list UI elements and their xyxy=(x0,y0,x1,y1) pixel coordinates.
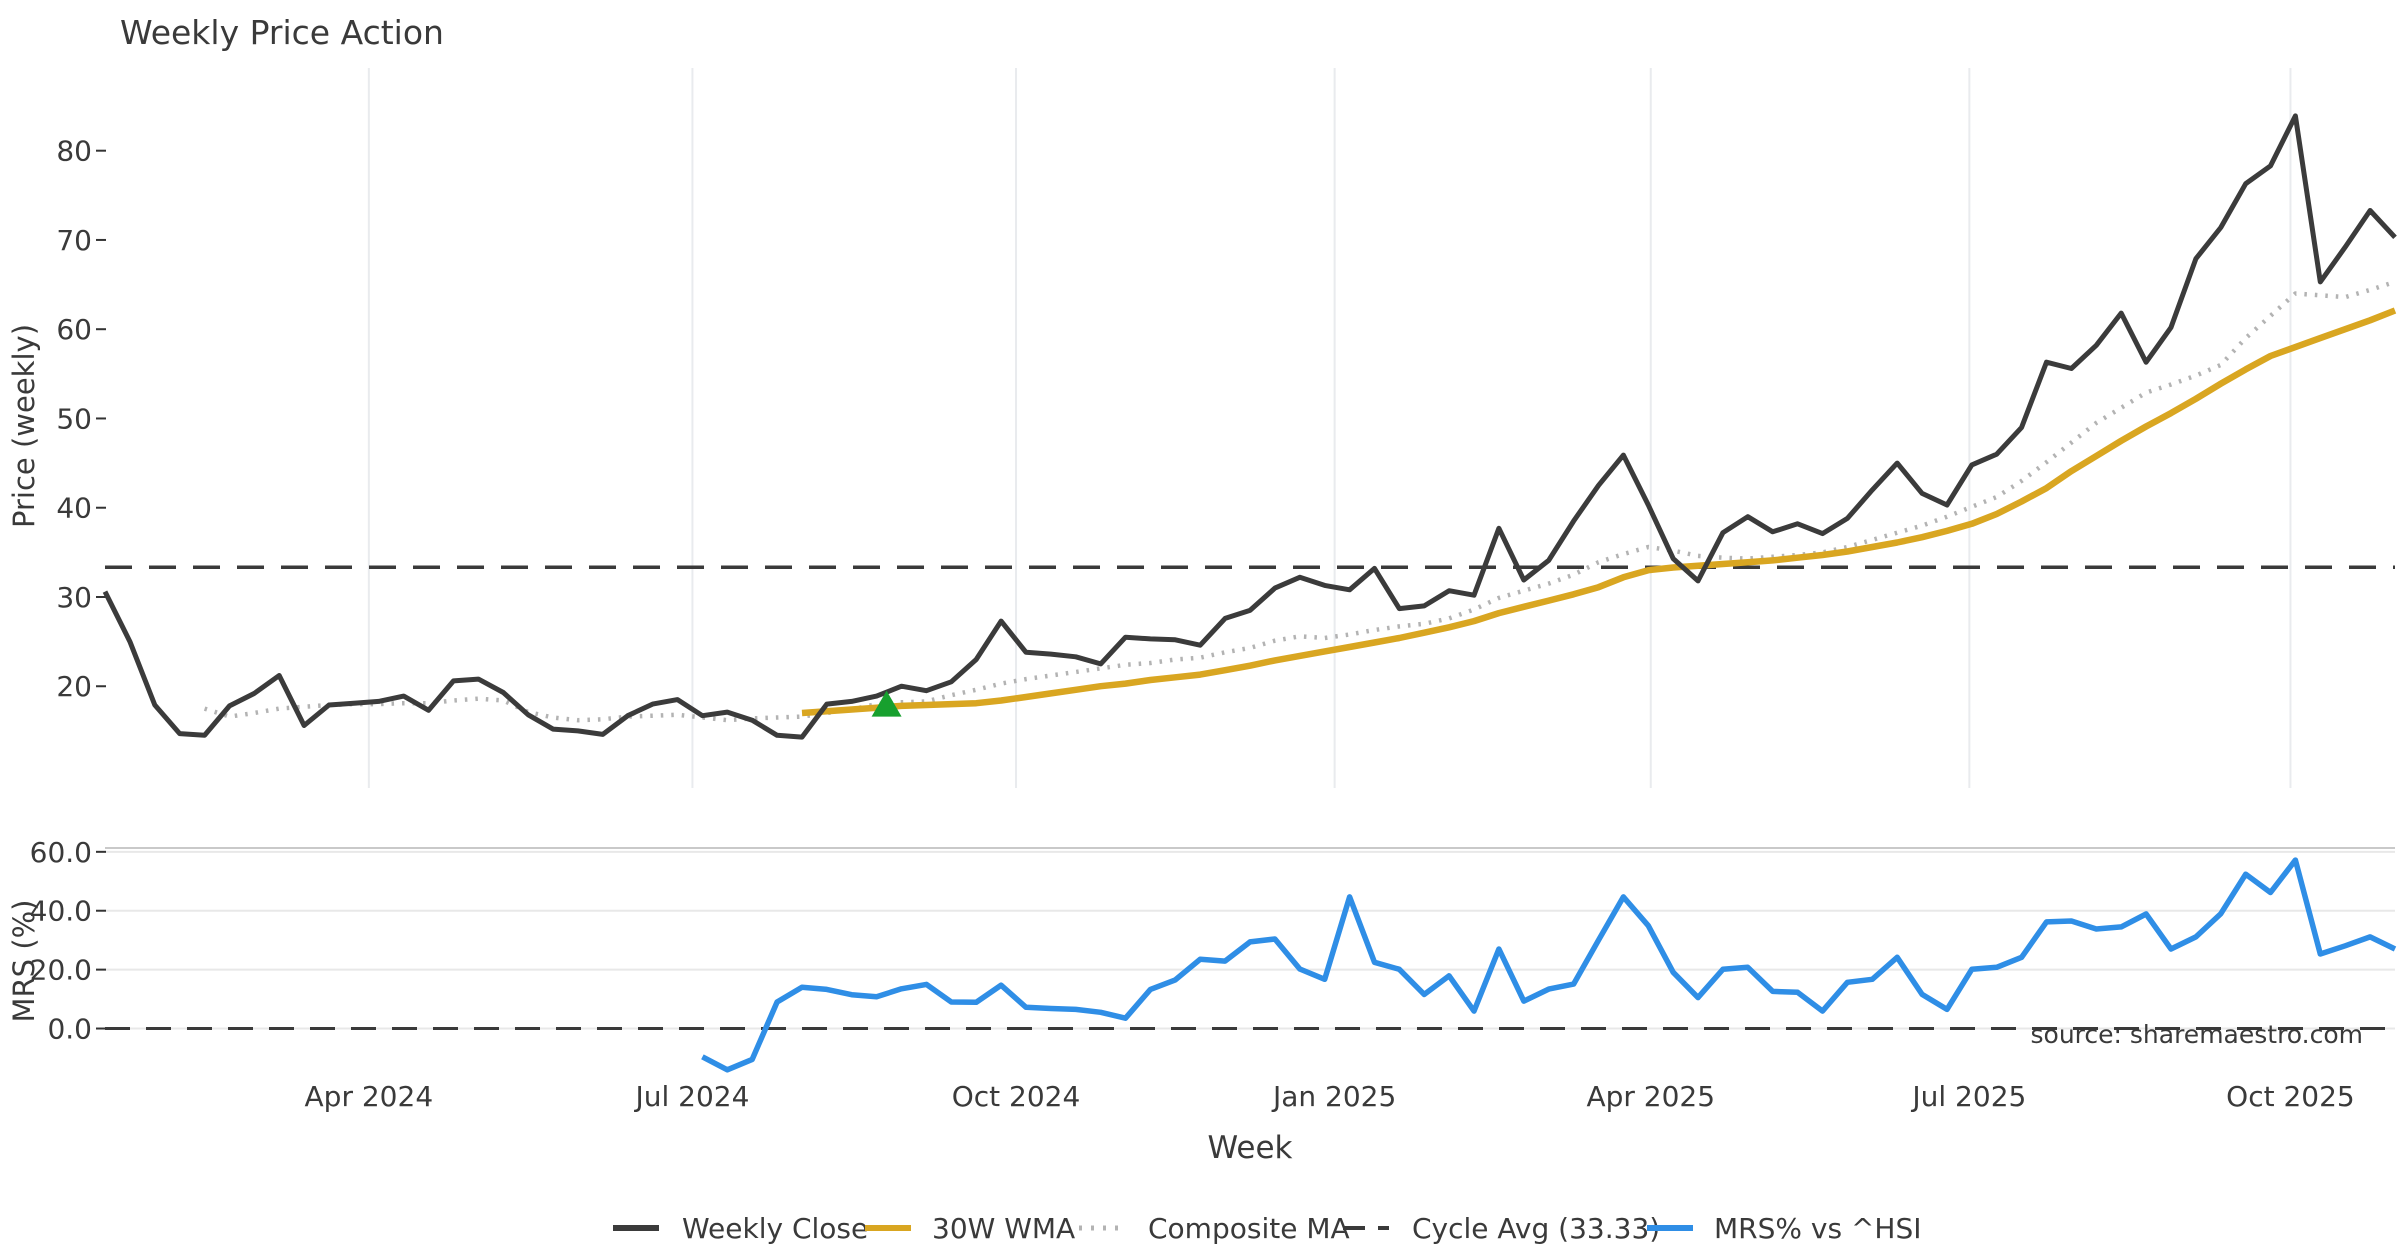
legend-label: MRS% vs ^HSI xyxy=(1714,1212,1922,1245)
legend-label: Cycle Avg (33.33) xyxy=(1412,1212,1660,1245)
x-axis-label: Week xyxy=(1208,1130,1293,1166)
legend-label: 30W WMA xyxy=(932,1212,1075,1245)
y-tick-label: 80 xyxy=(56,135,92,168)
composite-ma-line xyxy=(203,279,2396,723)
x-tick-label: Jul 2024 xyxy=(633,1080,749,1113)
weekly-close-line xyxy=(102,113,2397,740)
y-tick-label: 60 xyxy=(56,313,92,346)
chart-title: Weekly Price Action xyxy=(120,13,444,52)
x-tick-label: Oct 2024 xyxy=(952,1080,1081,1113)
x-tick-label: Apr 2024 xyxy=(305,1080,434,1113)
mrs-panel: 0.0 20.0 40.0 60.0 xyxy=(30,836,2397,1073)
x-tick-label: Oct 2025 xyxy=(2226,1080,2355,1113)
y-tick-label: 20 xyxy=(56,670,92,703)
x-tick-label: Apr 2025 xyxy=(1586,1080,1715,1113)
legend-label: Weekly Close xyxy=(682,1212,868,1245)
y-tick-label: 40 xyxy=(56,492,92,525)
y-tick-label: 60.0 xyxy=(30,836,92,869)
x-tick-label: Jul 2025 xyxy=(1910,1080,2026,1113)
x-axis: Apr 2024 Jul 2024 Oct 2024 Jan 2025 Apr 2025… xyxy=(305,1080,2355,1113)
y-tick-label: 30 xyxy=(56,581,92,614)
y-tick-label: 70 xyxy=(56,224,92,257)
y-tick-label: 40.0 xyxy=(30,895,92,928)
y-tick-label: 50 xyxy=(56,402,92,435)
price-axis-label: Price (weekly) xyxy=(7,324,41,528)
y-tick-label: 20.0 xyxy=(30,954,92,987)
source-note: source: sharemaestro.com xyxy=(2031,1020,2364,1049)
y-tick-label: 0.0 xyxy=(47,1013,92,1046)
price-panel: 20 30 40 50 60 70 80 xyxy=(56,68,2397,788)
x-tick-label: Jan 2025 xyxy=(1271,1080,1396,1113)
wma-30w-line xyxy=(801,307,2397,717)
legend: Weekly Close 30W WMA Composite MA Cycle Avg… xyxy=(613,1212,1922,1245)
mrs-line xyxy=(701,857,2397,1073)
mrs-axis-label: MRS (%) xyxy=(7,900,41,1023)
legend-label: Composite MA xyxy=(1148,1212,1350,1245)
buy-signal-triangle-icon xyxy=(871,690,902,717)
